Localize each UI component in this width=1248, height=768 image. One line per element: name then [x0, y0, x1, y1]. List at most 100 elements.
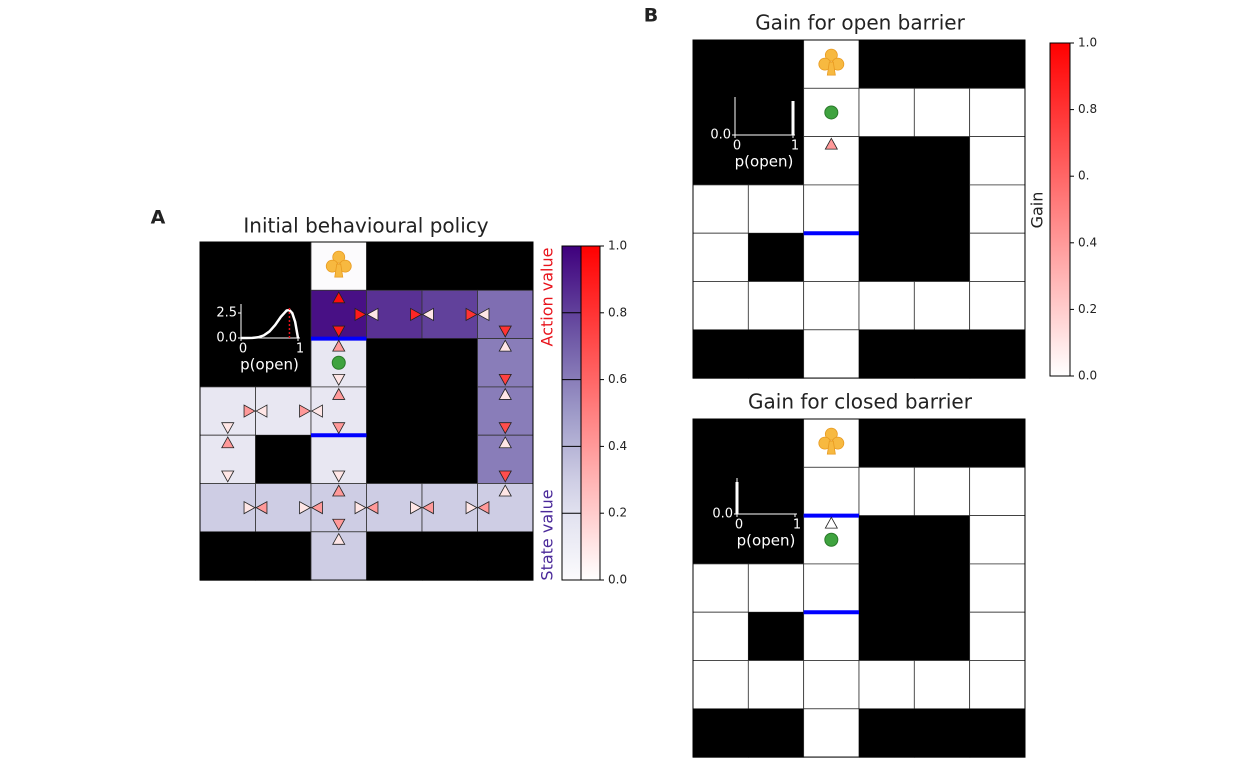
- wall: [748, 612, 805, 661]
- wall: [748, 88, 805, 138]
- cell: [803, 184, 860, 234]
- wall: [366, 531, 423, 581]
- action-marker: [421, 500, 434, 515]
- action-marker: [332, 291, 346, 304]
- action-marker: [332, 422, 346, 435]
- wall: [914, 184, 971, 234]
- wall: [748, 136, 805, 186]
- action-marker: [498, 325, 512, 338]
- colorbar-tick-label: 0.8: [1078, 102, 1097, 116]
- cell: [803, 660, 860, 710]
- y-tick-label: 2.5: [216, 306, 237, 321]
- wall: [693, 467, 749, 517]
- action-marker: [255, 500, 268, 515]
- wall: [914, 233, 971, 282]
- colorbar-tick-label: 0.0: [608, 573, 627, 587]
- y-tick-label: 0.0: [216, 331, 237, 346]
- wall: [858, 563, 915, 613]
- action-marker: [243, 500, 256, 515]
- grid-frame: [199, 241, 534, 581]
- action-marker: [410, 307, 423, 322]
- wall: [914, 563, 971, 613]
- colorbar-label: Gain: [1028, 192, 1047, 229]
- cell: [692, 611, 749, 661]
- wall: [693, 419, 749, 468]
- wall: [255, 242, 312, 291]
- cell: [803, 232, 860, 282]
- colorbar: [580, 245, 601, 581]
- x-axis-label: p(open): [737, 532, 796, 550]
- cell: [803, 563, 860, 613]
- wall: [914, 40, 971, 89]
- cell: [858, 660, 915, 710]
- cell: [803, 329, 860, 379]
- wall: [969, 708, 1026, 758]
- cell: [969, 563, 1026, 613]
- action-marker: [477, 500, 490, 515]
- wall: [969, 329, 1026, 379]
- wall: [858, 708, 915, 758]
- wall: [693, 88, 749, 138]
- wall: [422, 338, 478, 388]
- cell: [803, 281, 860, 331]
- cell: [692, 563, 749, 613]
- action-marker: [465, 307, 478, 322]
- x-tick-label: 1: [296, 342, 304, 357]
- colorbar-tick-label: 1.0: [1078, 36, 1097, 50]
- chart-title: Gain for closed barrier: [748, 390, 973, 414]
- action-marker: [498, 373, 512, 386]
- cell: [969, 281, 1026, 331]
- action-marker: [498, 422, 512, 435]
- colorbar-tick-label: 0.4: [1078, 235, 1097, 249]
- wall: [200, 290, 256, 340]
- wall: [969, 40, 1026, 89]
- density-line: [240, 308, 300, 340]
- wall: [366, 338, 423, 388]
- action-marker: [824, 516, 839, 529]
- wall: [422, 531, 478, 581]
- wall: [255, 338, 312, 388]
- wall: [858, 515, 915, 565]
- cell: [803, 708, 860, 758]
- action-marker: [299, 500, 312, 515]
- x-tick-label: 0: [733, 139, 741, 154]
- action-marker: [421, 307, 434, 322]
- wall: [914, 419, 971, 468]
- wall: [858, 184, 915, 234]
- cell: [747, 660, 805, 710]
- action-marker: [498, 436, 512, 449]
- wall: [748, 40, 805, 89]
- action-marker: [255, 404, 268, 418]
- wall: [693, 329, 749, 379]
- x-tick-label: 0: [735, 518, 743, 533]
- x-tick-label: 1: [791, 139, 799, 154]
- wall: [748, 329, 805, 379]
- wall: [914, 329, 971, 379]
- action-marker: [354, 500, 367, 515]
- agent: [331, 355, 346, 370]
- cell: [858, 87, 915, 138]
- action-marker: [221, 422, 235, 435]
- cell: [913, 466, 971, 516]
- wall: [858, 419, 915, 468]
- y-tick-label: 0.0: [712, 507, 733, 522]
- wall: [748, 708, 805, 758]
- cell: [692, 184, 749, 234]
- wall: [693, 136, 749, 186]
- wall: [748, 467, 805, 517]
- cell: [913, 660, 971, 710]
- action-marker: [366, 307, 379, 322]
- action-marker: [332, 470, 346, 483]
- panel-label: B: [644, 5, 658, 27]
- agent: [824, 105, 839, 120]
- action-marker: [332, 373, 346, 386]
- chart-title: Initial behavioural policy: [243, 214, 488, 238]
- wall: [858, 329, 915, 379]
- cell: [969, 136, 1026, 186]
- agent: [824, 532, 839, 547]
- colorbar-label: Action value: [538, 248, 557, 347]
- action-marker: [465, 500, 478, 515]
- wall: [693, 515, 749, 565]
- wall: [914, 515, 971, 565]
